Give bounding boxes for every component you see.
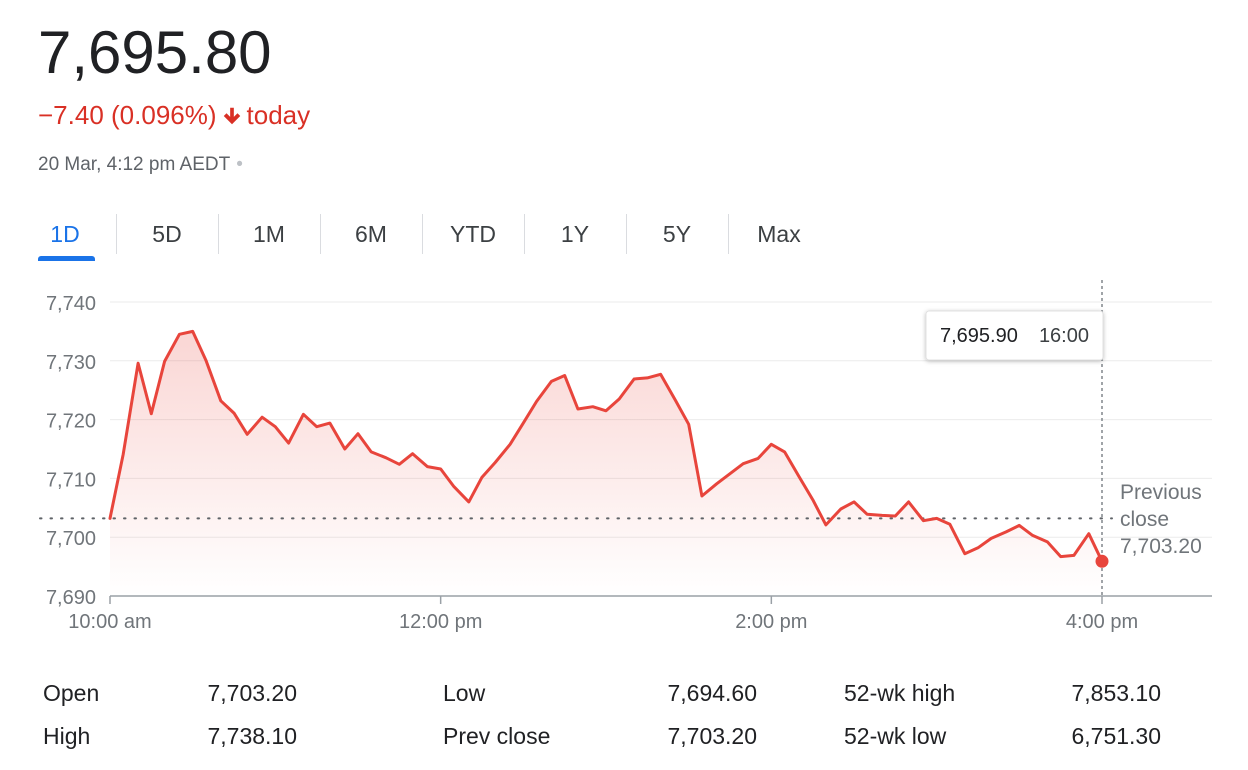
stat-value-52wk-high: 7,853.10 (1071, 680, 1161, 706)
quote-timestamp: 20 Mar, 4:12 pm AEDT • (38, 152, 243, 178)
stat-label-high: High (43, 723, 91, 749)
previous-close-label-line: Previous (1120, 481, 1202, 504)
tooltip-value: 7,695.90 (940, 325, 1018, 347)
stat-label-open: Open (43, 680, 100, 706)
x-tick-label: 12:00 pm (399, 611, 482, 633)
y-tick-label: 7,720 (46, 411, 96, 433)
tooltip-box (925, 310, 1104, 361)
x-tick-label: 10:00 am (68, 611, 151, 633)
change-value: −7.40 (0.096%) (38, 100, 217, 130)
tab-5y[interactable]: 5Y (626, 212, 728, 256)
y-tick-label: 7,700 (46, 528, 96, 550)
price-area (110, 331, 1102, 596)
arrow-down-icon (223, 107, 240, 125)
hover-layer: 7,695.90 16:00 (925, 280, 1109, 596)
x-tick-label: 4:00 pm (1066, 611, 1138, 633)
y-axis-labels: 7,740 7,730 7,720 7,710 7,700 7,690 (46, 293, 96, 609)
stat-label-low: Low (443, 680, 486, 706)
stat-label-52wk-low: 52-wk low (844, 723, 947, 749)
y-tick-label: 7,690 (46, 587, 96, 609)
tooltip-time: 16:00 (1039, 325, 1089, 347)
timestamp-text: 20 Mar, 4:12 pm AEDT (38, 154, 231, 175)
y-tick-label: 7,740 (46, 293, 96, 315)
x-axis: 10:00 am 12:00 pm 2:00 pm 4:00 pm (68, 595, 1212, 633)
stat-label-52wk-high: 52-wk high (844, 680, 956, 706)
price-line (108, 329, 1104, 563)
tab-6m[interactable]: 6M (320, 212, 422, 256)
previous-close-label-line: close (1120, 508, 1169, 531)
stat-value-prev-close: 7,703.20 (667, 723, 757, 749)
area-fill (110, 331, 1102, 596)
previous-close-label: Previous close 7,703.20 (1120, 481, 1202, 558)
stat-label-prev-close: Prev close (443, 723, 551, 749)
tab-5d[interactable]: 5D (116, 212, 218, 256)
stat-value-low: 7,694.60 (667, 680, 757, 706)
stat-value-open: 7,703.20 (207, 680, 297, 706)
tab-ytd[interactable]: YTD (422, 212, 524, 256)
key-stats: Open 7,703.20 High 7,738.10 Low 7,694.60… (0, 670, 1248, 760)
change-period: today (246, 100, 311, 130)
x-tick-label: 2:00 pm (735, 611, 807, 633)
y-tick-label: 7,730 (46, 352, 96, 374)
separator-dot: • (236, 154, 243, 175)
price-series-line (108, 329, 1104, 563)
hover-tooltip: 7,695.90 16:00 (925, 310, 1104, 361)
tab-max[interactable]: Max (728, 212, 830, 256)
last-price-dot (1095, 554, 1109, 568)
stat-value-high: 7,738.10 (207, 723, 297, 749)
previous-close-label-line: 7,703.20 (1120, 535, 1202, 558)
range-tabs: 1D 5D 1M 6M YTD 1Y 5Y Max (14, 212, 830, 261)
tab-1y[interactable]: 1Y (524, 212, 626, 256)
tab-1m[interactable]: 1M (218, 212, 320, 256)
price-change: −7.40 (0.096%) today (38, 98, 310, 132)
current-price: 7,695.80 (38, 19, 272, 86)
stat-value-52wk-low: 6,751.30 (1071, 723, 1161, 749)
y-tick-label: 7,710 (46, 469, 96, 491)
tab-1d[interactable]: 1D (14, 212, 116, 261)
